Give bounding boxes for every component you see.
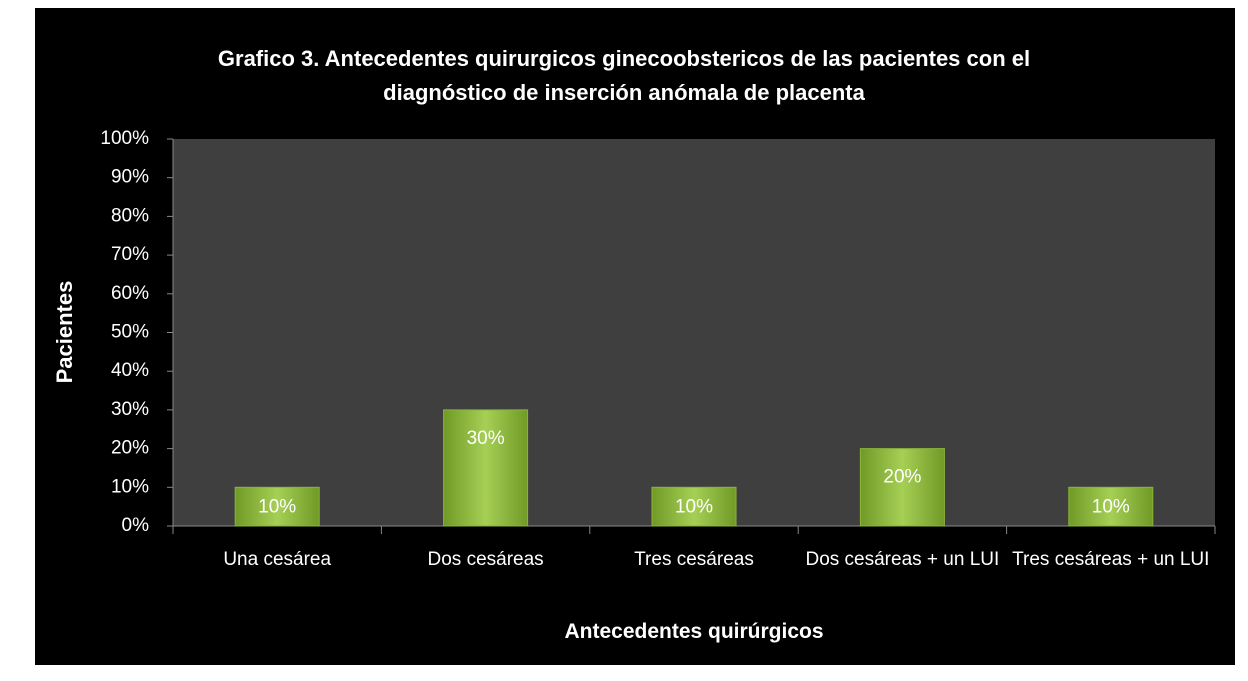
bar [443,409,529,527]
y-tick-label: 20% [111,438,149,459]
x-tick-label: Dos cesáreas [427,549,544,570]
y-tick-label: 90% [111,167,149,188]
y-tick-label: 70% [111,244,149,265]
y-tick-label: 100% [100,128,149,149]
bar [859,448,945,527]
data-label: 10% [1092,497,1130,518]
x-tick-label: Tres cesáreas [634,549,754,570]
y-tick-label: 0% [122,515,150,536]
bar [234,486,320,527]
y-tick-label: 50% [111,322,149,343]
x-tick-label: Dos cesáreas + un LUI [805,549,1000,570]
chart-title: Grafico 3. Antecedentes quirurgicos gine… [217,46,1031,105]
y-tick-label: 60% [111,283,149,304]
data-label: 10% [258,497,296,518]
x-tick-label: Una cesárea [223,549,332,570]
y-axis-title: Pacientes [52,281,77,384]
y-tick-label: 80% [111,205,149,226]
plot-area [173,139,1215,526]
data-label: 10% [675,497,713,518]
x-axis-title: Antecedentes quirúrgicos [564,620,824,643]
x-tick-label: Tres cesáreas + un LUI [1012,549,1210,570]
data-label: 20% [883,467,921,488]
y-tick-label: 40% [111,360,149,381]
data-label: 30% [467,428,505,449]
y-tick-label: 10% [111,476,149,497]
bar [651,486,737,527]
bar [1068,486,1154,527]
y-tick-label: 30% [111,399,149,420]
